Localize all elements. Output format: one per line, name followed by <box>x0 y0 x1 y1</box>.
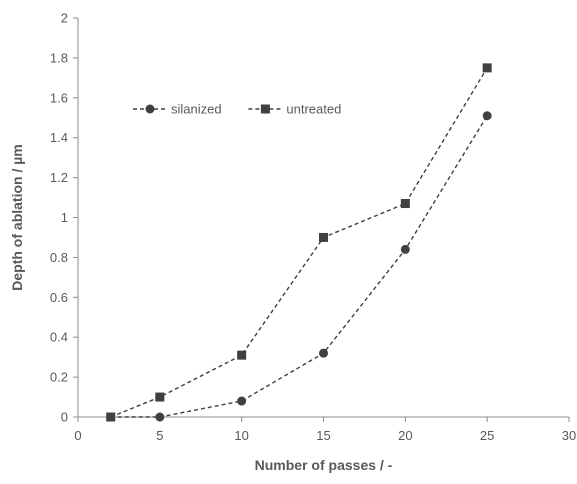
series-line-silanized <box>110 115 488 418</box>
y-tick-label: 1 <box>61 210 68 225</box>
data-point-untreated <box>155 392 165 402</box>
data-point-untreated <box>106 412 116 422</box>
data-point-silanized <box>155 412 165 422</box>
data-point-untreated <box>400 199 410 209</box>
x-tick-label: 15 <box>316 428 330 443</box>
legend-marker-square <box>260 104 270 114</box>
legend-marker-circle <box>145 104 155 114</box>
data-point-silanized <box>482 111 492 121</box>
y-tick-label: 0.6 <box>50 290 68 305</box>
series-line-untreated <box>110 67 488 418</box>
y-axis-title: Depth of ablation / µm <box>9 144 25 291</box>
x-tick-label: 30 <box>562 428 576 443</box>
legend-item-untreated: untreated <box>248 102 341 117</box>
legend: silanized untreated <box>133 102 341 117</box>
y-tick-label: 0 <box>61 410 68 425</box>
x-tick-label: 20 <box>398 428 412 443</box>
series-silanized <box>106 111 492 422</box>
y-tick-label: 1.6 <box>50 90 68 105</box>
y-tick-label: 0.8 <box>50 250 68 265</box>
data-point-untreated <box>237 350 247 360</box>
x-tick-label: 25 <box>480 428 494 443</box>
data-point-silanized <box>400 244 410 254</box>
data-point-silanized <box>319 348 328 358</box>
data-point-silanized <box>237 396 247 406</box>
y-tick-label: 2 <box>61 11 68 26</box>
x-axis-title: Number of passes / - <box>255 457 393 473</box>
data-point-untreated <box>319 232 328 242</box>
series-untreated <box>106 63 492 422</box>
y-tick-label: 1.8 <box>50 50 68 65</box>
x-tick-label: 10 <box>234 428 248 443</box>
y-tick-label: 0.4 <box>50 330 68 345</box>
legend-item-silanized: silanized <box>133 102 222 117</box>
y-tick-label: 0.2 <box>50 370 68 385</box>
data-point-untreated <box>482 63 492 73</box>
legend-label: silanized <box>171 102 222 117</box>
y-tick-label: 1.2 <box>50 170 68 185</box>
x-axis-ticks: 0 5 10 15 20 25 30 <box>74 417 576 443</box>
y-tick-label: 1.4 <box>50 130 68 145</box>
series-layer <box>106 63 492 422</box>
legend-label: untreated <box>286 102 341 117</box>
x-tick-label: 0 <box>74 428 81 443</box>
x-tick-label: 5 <box>156 428 163 443</box>
y-axis-ticks: 0 0.2 0.4 0.6 0.8 1 1.2 1.4 1.6 1.8 2 <box>50 11 78 425</box>
